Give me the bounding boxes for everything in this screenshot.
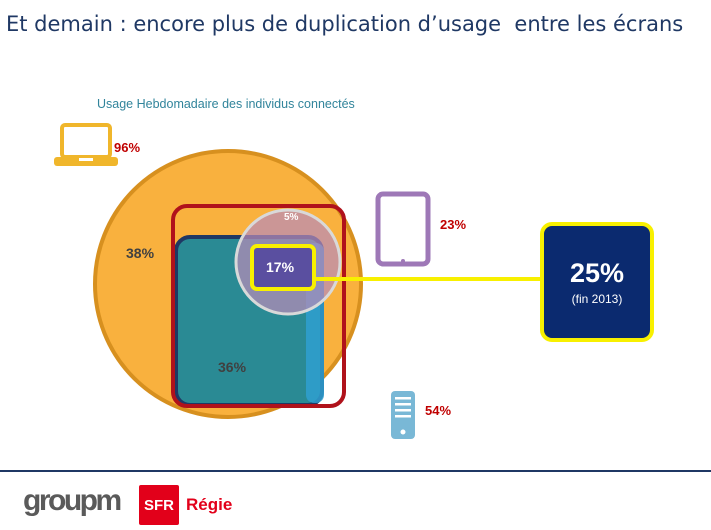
smartphone-percentage: 54% bbox=[425, 403, 452, 418]
laptop-phone-percentage: 36% bbox=[218, 359, 247, 375]
all-devices-box bbox=[250, 244, 316, 291]
laptop-icon bbox=[54, 123, 118, 166]
venn-diagram bbox=[54, 123, 542, 439]
overlap-frame bbox=[171, 204, 346, 408]
projection-value: 25% bbox=[569, 258, 625, 288]
all-devices-percentage: 17% bbox=[266, 259, 295, 275]
projection-note: (fin 2013) bbox=[571, 292, 623, 306]
groupm-logo: groupm bbox=[23, 484, 122, 517]
laptop-tablet-percentage: 5% bbox=[284, 212, 299, 223]
projection-highlight-box: 25% (fin 2013) bbox=[540, 222, 654, 342]
page-title: Et demain : encore plus de duplication d… bbox=[6, 12, 684, 36]
diagram-subtitle: Usage Hebdomadaire des individus connect… bbox=[97, 97, 355, 111]
laptop-only-percentage: 38% bbox=[126, 245, 155, 261]
sfr-logo: SFR bbox=[139, 485, 179, 525]
tablet-percentage: 23% bbox=[440, 217, 467, 232]
regie-logo-text: Régie bbox=[186, 495, 233, 514]
tablet-icon bbox=[375, 191, 431, 267]
footer-divider bbox=[0, 470, 711, 472]
laptop-percentage: 96% bbox=[114, 140, 141, 155]
smartphone-icon bbox=[391, 391, 415, 439]
